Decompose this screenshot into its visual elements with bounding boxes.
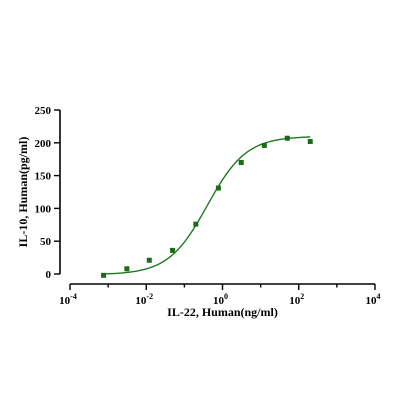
y-tick-label: 250: [35, 105, 52, 117]
data-point: [170, 247, 176, 253]
data-point: [124, 266, 130, 272]
x-tick-label: 10-4: [59, 292, 77, 307]
tick-labels: 0 50 100 150 200 250 10-4 10-2 100 102 104: [35, 105, 381, 307]
x-tick-label: 10-2: [135, 292, 153, 307]
x-tick-label: 100: [213, 292, 228, 307]
y-tick-label: 150: [35, 171, 52, 183]
data-point: [284, 135, 290, 141]
x-axis-title: IL-22, Human(ng/ml): [167, 305, 278, 319]
tick-marks: [54, 109, 376, 290]
y-tick-label: 50: [40, 236, 52, 248]
plot-area: [101, 135, 313, 278]
data-point: [215, 185, 221, 191]
x-tick-label: 102: [289, 292, 304, 307]
y-tick-label: 100: [35, 203, 52, 215]
data-point: [307, 138, 313, 144]
data-point: [193, 221, 199, 227]
x-tick-label: 104: [366, 292, 381, 307]
y-axis-title: IL-10, Human(pg/ml): [16, 137, 30, 248]
y-tick-label: 200: [35, 138, 52, 150]
data-point: [146, 257, 152, 263]
data-point: [238, 159, 244, 165]
y-tick-label: 0: [46, 269, 52, 281]
data-point: [261, 142, 267, 148]
data-point: [101, 272, 107, 278]
axes: [59, 110, 375, 285]
fit-curve: [103, 136, 311, 275]
